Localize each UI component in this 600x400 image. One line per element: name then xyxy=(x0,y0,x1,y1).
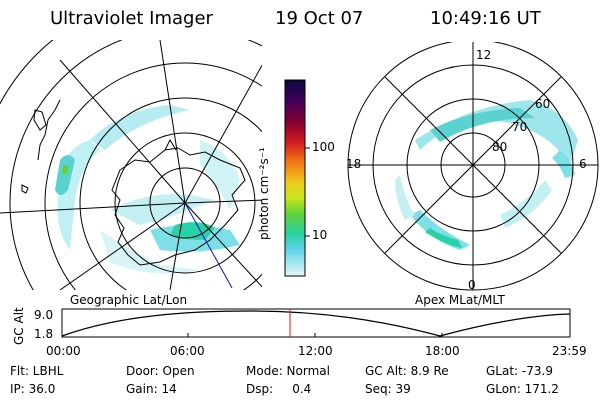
info-mode: Mode: Normal xyxy=(246,364,330,378)
geographic-map-label: Geographic Lat/Lon xyxy=(70,293,188,307)
mlat-label-80: 80 xyxy=(492,140,508,154)
altitude-tick-max: 9.0 xyxy=(34,308,54,322)
time-tick-2359: 23:59 xyxy=(552,344,587,358)
info-glon: GLon: 171.2 xyxy=(486,382,559,396)
mlt-label-12: 12 xyxy=(476,48,492,62)
mlt-label-6: 6 xyxy=(579,157,587,171)
info-filter: Flt: LBHL xyxy=(10,364,64,378)
colorbar-tick-100: 100 xyxy=(312,140,335,154)
altitude-tick-min: 1.8 xyxy=(34,327,54,341)
altitude-plot-frame xyxy=(61,308,571,338)
colorbar-tick-10: 10 xyxy=(312,228,328,242)
info-gain: Gain: 14 xyxy=(126,382,177,396)
mlat-label-60: 60 xyxy=(535,97,551,111)
altitude-ylabel: GC Alt xyxy=(12,307,26,345)
time-tick-1800: 18:00 xyxy=(425,344,460,358)
info-seq: Seq: 39 xyxy=(365,382,411,396)
altitude-plot xyxy=(61,308,571,338)
mlat-label-70: 70 xyxy=(512,120,528,134)
mlt-label-0: 0 xyxy=(468,278,476,292)
altitude-curve xyxy=(61,310,571,337)
time-tick-1200: 12:00 xyxy=(298,344,333,358)
time-tick-0600: 06:00 xyxy=(170,344,205,358)
magnetic-map-label: Apex MLat/MLT xyxy=(415,293,505,307)
intensity-colorbar xyxy=(284,79,310,277)
observation-time: 10:49:16 UT xyxy=(430,8,541,29)
info-glat: GLat: -73.9 xyxy=(486,364,553,378)
geographic-map xyxy=(0,40,262,290)
info-gc-alt: GC Alt: 8.9 Re xyxy=(365,364,449,378)
info-dsp: Dsp: 0.4 xyxy=(246,382,312,396)
colorbar-unit-label: photon cm⁻²s⁻¹ xyxy=(257,147,271,240)
magnetic-map xyxy=(347,42,599,291)
info-door: Door: Open xyxy=(126,364,195,378)
instrument-title: Ultraviolet Imager xyxy=(50,8,213,29)
time-tick-0000: 00:00 xyxy=(46,344,81,358)
info-ip: IP: 36.0 xyxy=(10,382,56,396)
observation-date: 19 Oct 07 xyxy=(275,8,364,29)
mlt-label-18: 18 xyxy=(346,157,362,171)
